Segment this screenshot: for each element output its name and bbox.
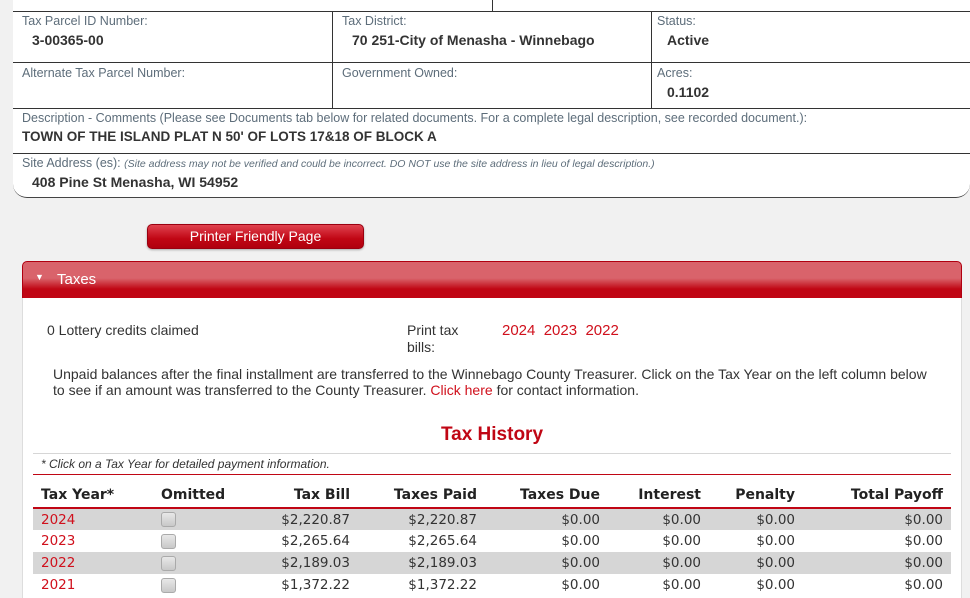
checkbox[interactable] [161,533,176,549]
tax-year-link[interactable]: 2022 [33,552,153,574]
divider [33,453,951,454]
penalty: $0.00 [709,508,803,530]
omitted-checkbox[interactable] [153,530,248,552]
taxes-paid: $2,189.03 [358,552,485,574]
checkbox[interactable] [161,512,176,527]
print-bill-2024-link[interactable]: 2024 [502,322,536,339]
status-label: Status: [657,14,696,28]
checkbox[interactable] [161,555,176,571]
interest: $0.00 [662,533,701,549]
lottery-credits: 0 Lottery credits claimed [47,322,199,338]
taxes-due: $0.00 [561,577,600,593]
tax-bill: $2,220.87 [248,508,358,530]
col-penalty: Penalty [709,482,803,509]
table-row: 2023 $2,265.64 $2,265.64 $0.00 $0.00 $0.00 $0.… [33,530,951,552]
site-address-note: (Site address may not be verified and co… [124,158,655,170]
parcel-info-box: Tax Parcel ID Number: 3-00365-00 Tax Dis… [13,0,970,198]
col-tax-bill: Tax Bill [248,482,358,509]
interest: $0.00 [608,508,709,530]
total-payoff: $0.00 [904,577,943,593]
divider [13,11,970,12]
col-taxes-paid: Taxes Paid [358,482,485,509]
acres-label: Acres: [657,66,693,80]
description: TOWN OF THE ISLAND PLAT N 50' OF LOTS 17… [22,129,437,144]
taxes-panel-header[interactable]: ▼ Taxes [22,261,962,299]
col-taxes-due: Taxes Due [485,482,608,509]
col-total-payoff: Total Payoff [803,482,951,509]
checkbox[interactable] [161,577,176,593]
tax-parcel-id: 3-00365-00 [32,32,104,48]
taxes-due: $0.00 [485,552,608,574]
omitted-checkbox[interactable] [153,552,248,574]
transfer-notice: Unpaid balances after the final installm… [53,366,927,398]
taxes-paid: $1,372.22 [408,577,477,593]
omitted-checkbox[interactable] [153,508,248,530]
divider [492,0,493,11]
penalty: $0.00 [756,577,795,593]
total-payoff: $0.00 [904,533,943,549]
divider [651,11,652,108]
tax-history-note: * Click on a Tax Year for detailed payme… [41,457,330,471]
table-row: 2022 $2,189.03 $2,189.03 $0.00 $0.00 $0.00 $0.… [33,552,951,574]
total-payoff: $0.00 [803,552,951,574]
tax-district-label: Tax District: [342,14,407,28]
table-row: 2024 $2,220.87 $2,220.87 $0.00 $0.00 $0.00 $0.… [33,508,951,530]
gov-owned-label: Government Owned: [342,66,458,80]
divider [332,11,333,108]
tax-year-link[interactable]: 2024 [33,508,153,530]
site-address-label: Site Address (es): [22,156,121,170]
tax-year-link[interactable]: 2023 [41,533,76,549]
tax-bill: $1,372.22 [281,577,350,593]
divider [13,108,970,109]
interest: $0.00 [662,577,701,593]
printer-friendly-button[interactable]: Printer Friendly Page [147,224,364,249]
taxes-panel-body [22,298,962,598]
taxes-due: $0.00 [561,533,600,549]
taxes-title: Taxes [57,271,97,288]
status-value: Active [667,32,710,48]
tax-bill: $2,189.03 [248,552,358,574]
divider [13,153,970,154]
taxes-due: $0.00 [485,508,608,530]
col-omitted: Omitted [153,482,248,509]
taxes-paid: $2,265.64 [408,533,477,549]
print-tax-bills-label: Print tax bills: [407,322,459,355]
contact-click-here-link[interactable]: Click here [430,381,493,398]
description-label: Description - Comments (Please see Docum… [22,111,808,125]
divider [13,62,970,63]
tax-district: 70 251-City of Menasha - Winnebago [352,32,595,48]
taxes-paid: $2,220.87 [358,508,485,530]
tax-history-title: Tax History [440,424,544,445]
caret-down-icon: ▼ [35,272,44,282]
transfer-notice-end: for contact information. [496,381,639,398]
tax-history-table: Tax Year* Omitted Tax Bill Taxes Paid Ta… [33,482,951,596]
col-interest: Interest [608,482,709,509]
divider [33,474,951,475]
acres-value: 0.1102 [667,84,710,100]
total-payoff: $0.00 [803,508,951,530]
tax-year-link[interactable]: 2021 [41,577,76,593]
penalty: $0.00 [709,552,803,574]
print-bill-2022-link[interactable]: 2022 [585,322,619,339]
interest: $0.00 [608,552,709,574]
print-bill-2023-link[interactable]: 2023 [543,322,578,339]
col-tax-year: Tax Year* [33,482,153,509]
alt-parcel-label: Alternate Tax Parcel Number: [22,66,186,80]
table-row: 2021 $1,372.22 $1,372.22 $0.00 $0.00 $0.00 $0.… [33,574,951,596]
tax-bill: $2,265.64 [281,533,350,549]
omitted-checkbox[interactable] [153,574,248,596]
site-address: 408 Pine St Menasha, WI 54952 [32,174,239,190]
penalty: $0.00 [756,533,795,549]
tax-parcel-id-label: Tax Parcel ID Number: [22,14,148,28]
